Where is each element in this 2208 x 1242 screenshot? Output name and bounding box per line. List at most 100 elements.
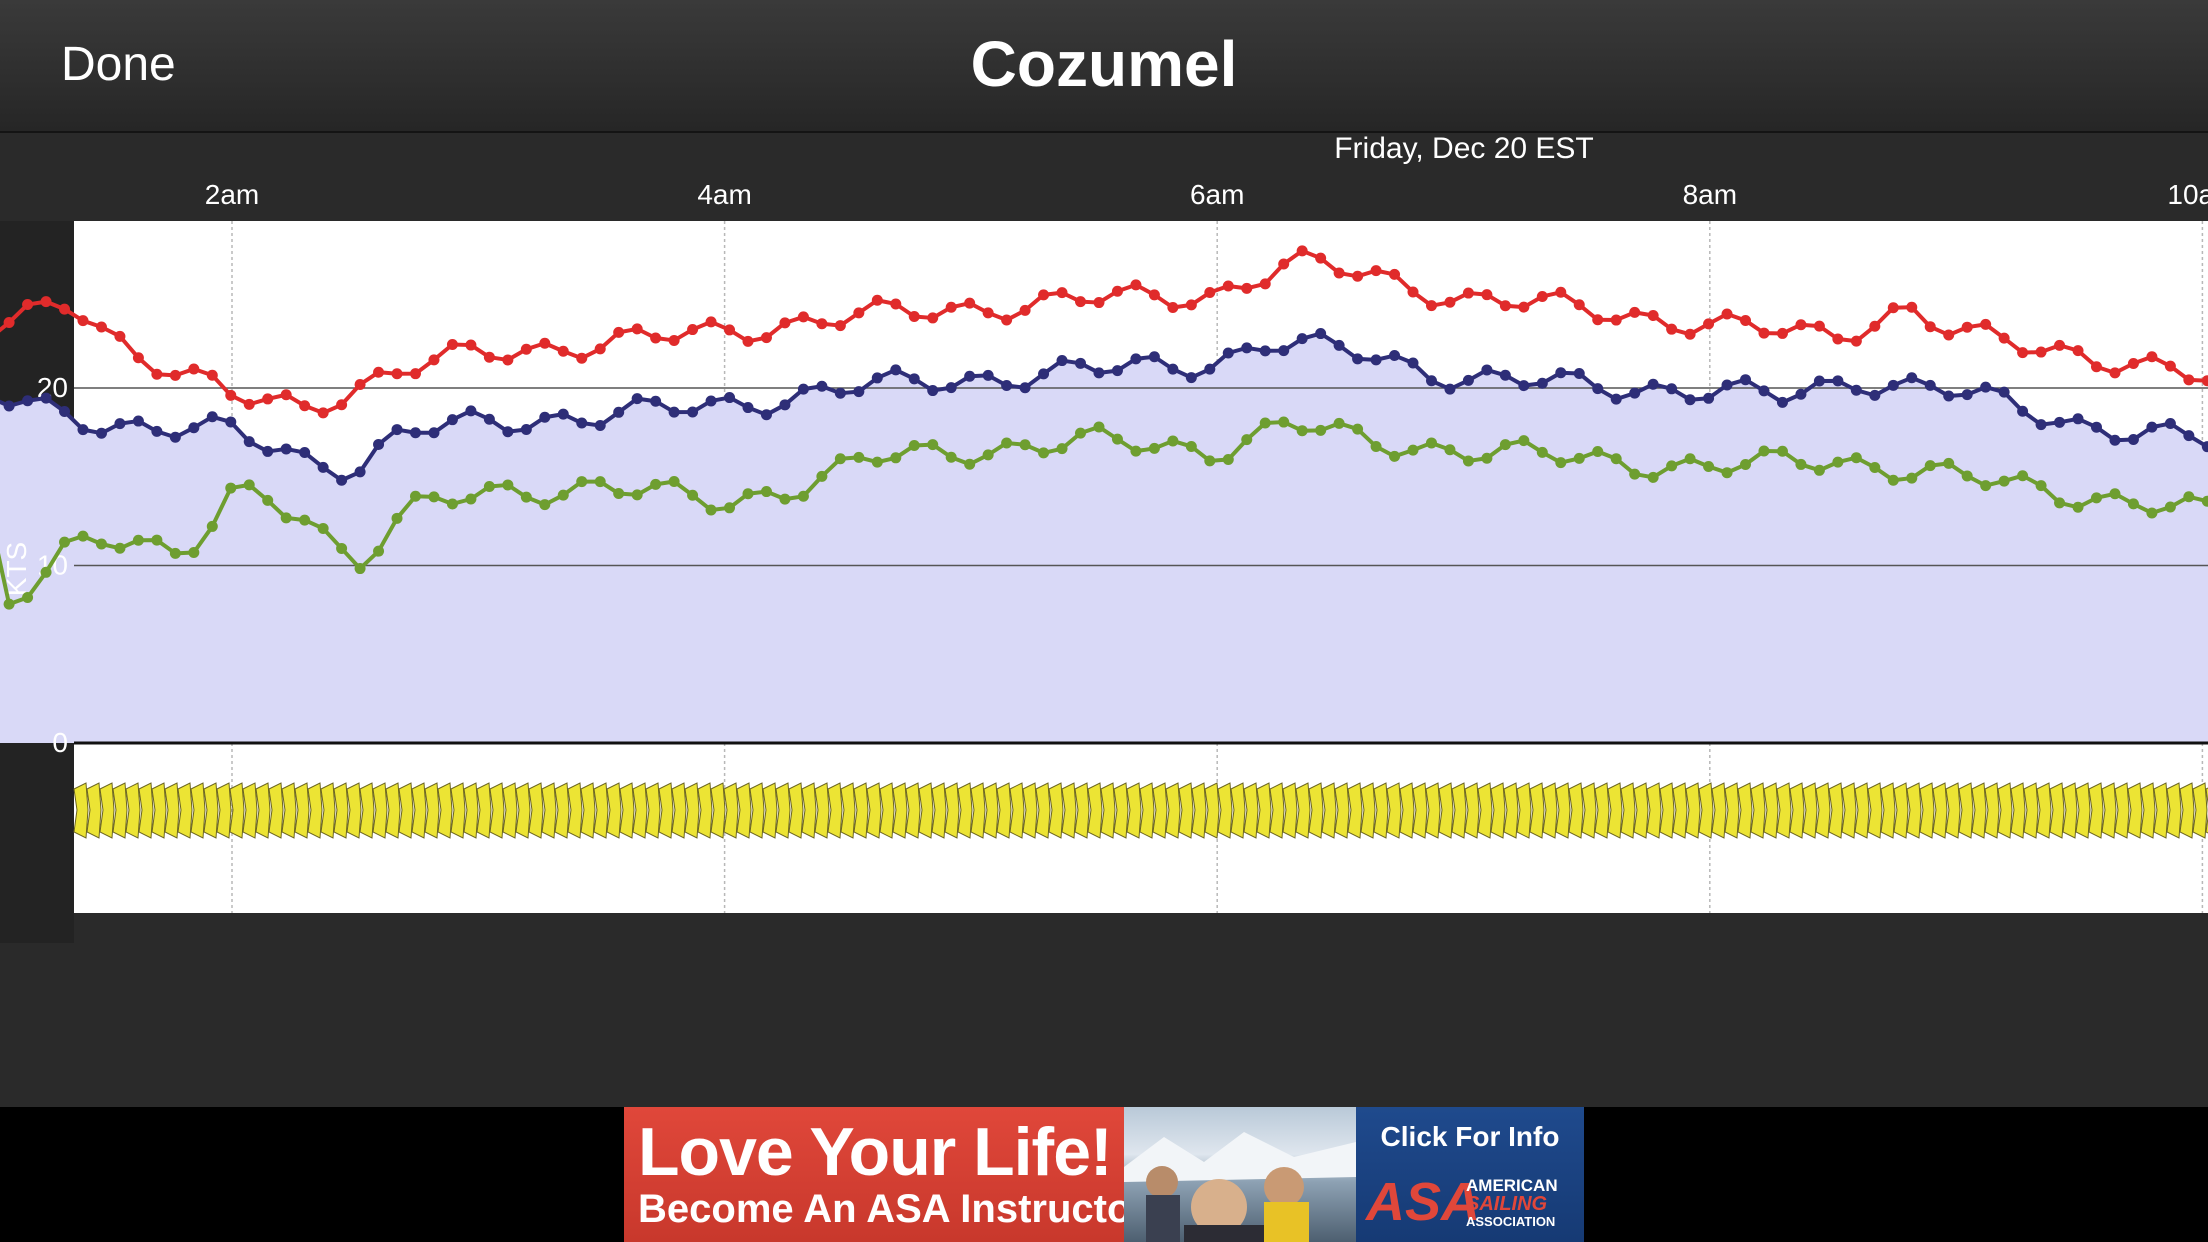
series-point [95,321,107,333]
wind-direction-arrow [1165,782,1181,839]
series-point [483,413,495,425]
series-point [1204,455,1216,467]
wind-direction-arrow [1672,782,1688,839]
series-point [225,482,237,494]
ad-org-name: AMERICAN SAILING ASSOCIATION [1466,1177,1578,1231]
date-label: Friday, Dec 20 EST [1334,133,1594,165]
series-point [1832,333,1844,345]
wind-direction-arrow [281,782,297,839]
series-point [687,406,699,418]
series-point [1647,378,1659,390]
series-point [1924,460,1936,472]
wind-direction-arrow [164,782,180,839]
wind-direction-arrow [1113,782,1129,839]
series-point [853,451,865,463]
series-point [502,426,514,438]
ad-banner[interactable]: Love Your Life! Become An ASA Instructor… [624,1107,1584,1242]
wind-direction-arrow [125,782,141,839]
series-point [1425,437,1437,449]
wind-direction-arrow [996,782,1012,839]
series-point [1111,365,1123,377]
wind-direction-arrow [1802,782,1818,839]
series-point [1185,440,1197,452]
series-point [1130,445,1142,457]
wind-direction-arrow [190,782,206,839]
series-point [613,326,625,338]
series-point [1278,258,1290,270]
series-point [95,427,107,439]
wind-direction-arrow [814,782,830,839]
wind-direction-arrow [372,782,388,839]
series-point [2109,434,2121,446]
series-point [945,451,957,463]
series-point [1167,302,1179,314]
wind-direction-arrow [1932,782,1948,839]
series-point [22,592,34,604]
series-point [188,422,200,434]
series-point [576,476,588,488]
series-point [483,481,495,493]
wind-direction-arrow [788,782,804,839]
wind-direction-arrow [1100,782,1116,839]
series-point [1481,452,1493,464]
series-point [982,307,994,319]
series-point [225,389,237,401]
series-point [1666,323,1678,335]
wind-direction-arrow [437,782,453,839]
series-point [1407,444,1419,456]
series-point [391,424,403,436]
wind-direction-arrow [385,782,401,839]
wind-direction-arrow [658,782,674,839]
wind-direction-arrow [1321,782,1337,839]
series-point [2090,421,2102,433]
wind-direction-arrow [502,782,518,839]
series-point [243,398,255,410]
wind-direction-arrow [476,782,492,839]
series-point [428,491,440,503]
series-point [1315,252,1327,264]
series-point [1222,280,1234,292]
series-point [262,494,274,506]
series-point [742,488,754,500]
series-point [1407,286,1419,298]
asa-logo: ASA [1366,1172,1481,1232]
wind-direction-arrow [99,782,115,839]
wind-direction-arrow [931,782,947,839]
wind-direction-arrow [1425,782,1441,839]
wind-direction-arrow [216,782,232,839]
series-point [539,499,551,511]
series-point [1961,470,1973,482]
wind-direction-arrow [1698,782,1714,839]
series-point [1869,462,1881,474]
wind-direction-arrow [619,782,635,839]
series-point [1776,327,1788,339]
wind-direction-arrow [320,782,336,839]
wind-direction-arrow [112,782,128,839]
series-point [1222,347,1234,359]
series-point [945,382,957,394]
wind-direction-arrow [1763,782,1779,839]
wind-direction-arrow [1087,782,1103,839]
series-point [1536,377,1548,389]
wind-direction-arrow [1620,782,1636,839]
wind-direction-arrow [1594,782,1610,839]
series-point [2054,416,2066,428]
wind-direction-arrow [1854,782,1870,839]
series-point [2201,441,2208,453]
wind-direction-arrow [1230,782,1246,839]
series-point [1038,447,1050,459]
done-button[interactable]: Done [61,38,176,91]
series-point [650,395,662,407]
series-point [908,440,920,452]
wind-direction-arrow [398,782,414,839]
series-point [1407,357,1419,369]
series-point [465,493,477,505]
series-point [1075,357,1087,369]
series-point [1740,374,1752,386]
page-title: Cozumel [970,28,1238,100]
series-point [927,312,939,324]
wind-direction-arrow [723,782,739,839]
wind-direction-arrow [294,782,310,839]
series-point [446,414,458,426]
series-point [1499,369,1511,381]
